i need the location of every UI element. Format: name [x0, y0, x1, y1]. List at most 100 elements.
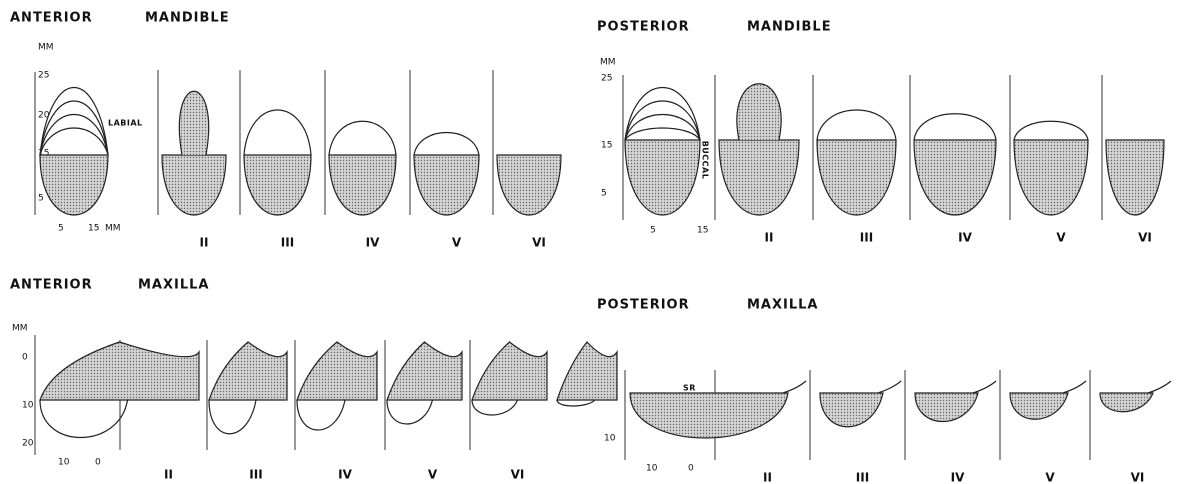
bone: [208, 341, 288, 401]
ridge-outline: [877, 380, 902, 394]
panel-title: MANDIBLE: [747, 20, 832, 35]
annotation: BUCCAL: [701, 141, 710, 180]
bone: [1009, 392, 1069, 420]
x-tick-label: 0: [95, 458, 101, 468]
class-label: VI: [511, 468, 525, 482]
class-label: IV: [951, 471, 965, 484]
x-tick-label: 10: [58, 458, 70, 468]
y-tick-label: 10: [604, 434, 616, 444]
bone: [496, 154, 562, 216]
ridge-outline: [624, 127, 701, 141]
unit-label: MM: [600, 58, 616, 68]
class-label: II: [200, 236, 209, 250]
y-tick-label: 25: [38, 71, 49, 81]
bone: [243, 154, 312, 216]
ridge-outline: [624, 113, 701, 141]
ridge-outline: [736, 83, 782, 141]
bone: [816, 139, 897, 216]
class-label: VI: [1131, 471, 1145, 484]
x-tick-label: 15: [88, 224, 99, 234]
ridge-outline: [972, 380, 997, 394]
y-tick-label: 20: [38, 111, 50, 121]
panel-title: MAXILLA: [747, 298, 819, 313]
x-tick-label: 5: [650, 226, 656, 236]
y-tick-label: 25: [601, 74, 612, 84]
class-label: III: [249, 468, 262, 482]
class-label: V: [1045, 471, 1055, 484]
class-label: III: [281, 236, 294, 250]
bone: [328, 154, 397, 216]
class-label: V: [1056, 231, 1066, 245]
ridge-outline: [413, 132, 480, 156]
panel-title: MAXILLA: [138, 278, 210, 293]
panel-title: ANTERIOR: [10, 278, 93, 293]
ridge-outline: [328, 120, 397, 156]
panel-title: MANDIBLE: [145, 11, 230, 26]
class-label: IV: [366, 236, 380, 250]
bone: [1099, 392, 1154, 413]
class-label: IV: [958, 231, 972, 245]
ridge-outline: [39, 100, 109, 156]
bone: [471, 341, 548, 401]
bone: [913, 139, 997, 216]
class-label: II: [765, 231, 774, 245]
bone: [39, 154, 109, 216]
x-tick-label: 5: [58, 224, 64, 234]
y-tick-label: 5: [601, 189, 607, 199]
bone: [1013, 139, 1089, 216]
bone: [296, 341, 378, 401]
ridge-outline: [1062, 380, 1087, 394]
class-label: VI: [532, 236, 546, 250]
ridge-outline: [624, 87, 701, 141]
ridge-outline: [39, 127, 109, 156]
ridge-outline: [39, 86, 109, 156]
ridge-outline: [243, 109, 312, 156]
class-label: V: [452, 236, 462, 250]
annotation: LABIAL: [108, 119, 143, 128]
bone: [624, 139, 701, 216]
class-label: V: [428, 468, 438, 482]
bone: [819, 392, 884, 428]
unit-label: MM: [12, 324, 28, 334]
bone: [718, 139, 800, 216]
y-tick-label: 0: [22, 353, 28, 363]
bone: [39, 341, 200, 401]
panel-title: POSTERIOR: [597, 20, 690, 35]
ridge-outline: [471, 399, 519, 416]
ridge-outline: [178, 90, 210, 156]
y-tick-label: 5: [38, 194, 44, 204]
ridge-outline: [386, 399, 434, 425]
ridge-outline: [556, 399, 596, 407]
ridge-outline: [1147, 380, 1172, 394]
ridge-outline: [39, 114, 109, 156]
ridge-outline: [39, 399, 129, 439]
ridge-outline: [913, 113, 997, 141]
ridge-outline: [782, 380, 807, 394]
bone: [413, 154, 480, 216]
panel-title: ANTERIOR: [10, 11, 93, 26]
y-tick-label: 10: [22, 401, 34, 411]
ridge-outline: [208, 399, 257, 435]
y-tick-label: 15: [38, 149, 49, 159]
bone: [161, 154, 227, 216]
annotation: SR: [683, 384, 696, 393]
y-tick-label: 20: [22, 439, 34, 449]
ridge-outline: [296, 399, 346, 431]
unit-label: MM: [38, 43, 54, 53]
x-tick-label: 0: [688, 464, 694, 474]
panel-title: POSTERIOR: [597, 298, 690, 313]
bone: [629, 392, 789, 439]
x-tick-label: 10: [646, 464, 658, 474]
y-tick-label: 15: [601, 141, 612, 151]
class-label: VI: [1138, 231, 1152, 245]
ridge-outline: [624, 100, 701, 141]
x-tick-label: 15: [697, 226, 708, 236]
ridge-outline: [1013, 120, 1089, 141]
class-label: II: [763, 471, 772, 484]
class-label: IV: [338, 468, 352, 482]
ridge-outline: [816, 109, 897, 141]
x-tick-label: MM: [105, 224, 121, 234]
class-label: III: [860, 231, 873, 245]
bone: [914, 392, 979, 423]
